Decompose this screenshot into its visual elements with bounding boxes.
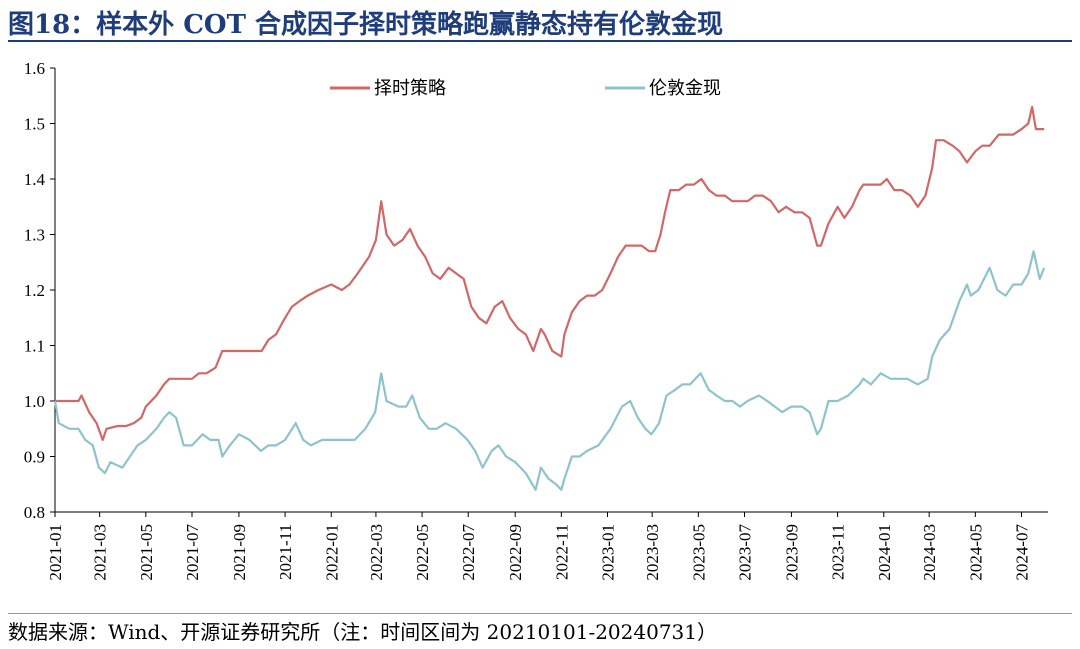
y-axis-ticks: 0.8 0.9 1.0 1.1 1.2 1.3 1.4 1.5 1.6	[24, 59, 55, 522]
x-tick-label: 2023-09	[782, 524, 801, 581]
y-tick-label: 1.6	[24, 59, 45, 78]
source-note: 数据来源：Wind、开源证券研究所（注：时间区间为 20210101-20240…	[8, 620, 717, 644]
x-tick-label: 2022-01	[322, 524, 341, 581]
x-tick-label: 2023-03	[643, 524, 662, 581]
x-tick-label: 2022-03	[367, 524, 386, 581]
y-tick-label: 0.9	[24, 448, 45, 467]
x-tick-label: 2023-07	[735, 524, 754, 581]
x-tick-label: 2021-05	[137, 524, 156, 581]
line-chart: 0.80.91.01.11.21.31.41.51.6 2021-01 2021-…	[24, 59, 1048, 581]
y-tick-label: 1.3	[24, 226, 45, 245]
x-tick-label: 2023-01	[599, 524, 618, 581]
x-tick-label: 2024-03	[920, 524, 939, 581]
series-lines	[53, 105, 1046, 491]
y-tick-label: 1.1	[24, 337, 45, 356]
x-tick-label: 2021-09	[230, 524, 249, 581]
x-tick-label: 2021-01	[46, 524, 65, 581]
x-tick-label: 2021-03	[91, 524, 110, 581]
y-tick-label: 1.2	[24, 281, 45, 300]
legend: 择时策略 伦敦金现	[330, 78, 721, 99]
x-tick-label: 2024-07	[1013, 524, 1032, 581]
footer-divider	[8, 613, 1072, 614]
x-tick-label: 2022-11	[552, 524, 571, 580]
x-tick-label: 2022-09	[506, 524, 525, 581]
x-tick-label: 2023-11	[829, 524, 848, 580]
chart-title: 图18：样本外 COT 合成因子择时策略跑赢静态持有伦敦金现	[8, 10, 723, 40]
x-tick-label: 2024-05	[966, 524, 985, 581]
y-tick-label: 1.5	[24, 115, 45, 134]
legend-label: 伦敦金现	[649, 78, 721, 99]
legend-label: 择时策略	[374, 78, 446, 99]
x-tick-label: 2024-01	[875, 524, 894, 581]
timing-strategy-line	[55, 105, 1045, 441]
axes	[54, 68, 1048, 513]
title-divider	[8, 40, 1072, 42]
london-gold-spot-line	[53, 250, 1046, 491]
x-tick-label: 2021-11	[276, 524, 295, 580]
x-axis-ticks: 2021-01 2021-03 2021-05 2021-07 2021-09 2021-…	[46, 512, 1032, 581]
x-tick-label: 2023-05	[689, 524, 708, 581]
x-tick-label: 2022-07	[459, 524, 478, 581]
x-tick-label: 2022-05	[413, 524, 432, 581]
y-tick-label: 1.4	[24, 170, 46, 189]
x-tick-label: 2021-07	[183, 524, 202, 581]
y-tick-label: 0.8	[24, 503, 45, 522]
y-tick-label: 1.0	[24, 392, 45, 411]
